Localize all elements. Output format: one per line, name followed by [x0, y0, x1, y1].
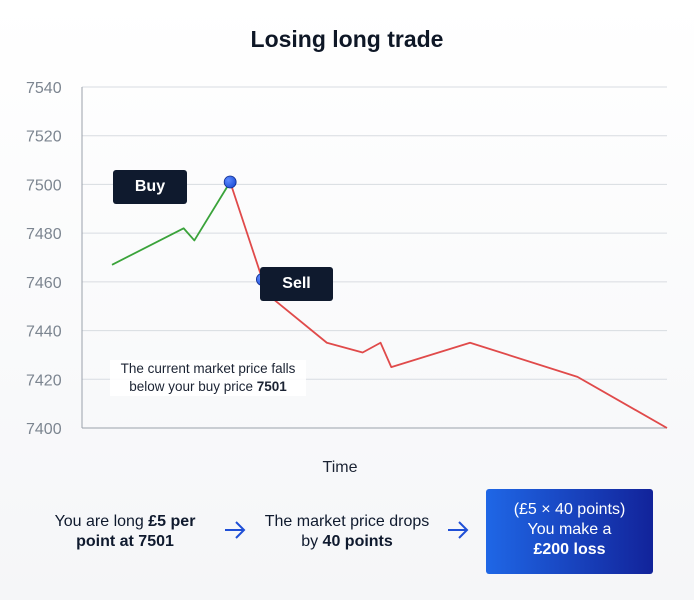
result-loss: £200 loss — [486, 540, 653, 560]
y-tick-label: 7500 — [26, 177, 62, 194]
y-tick-label: 7520 — [26, 129, 62, 146]
arrow-right-icon — [448, 521, 469, 539]
y-tick-label: 7420 — [26, 372, 62, 389]
y-tick-label: 7460 — [26, 275, 62, 292]
result-loss-value: £200 loss — [533, 541, 606, 558]
step-price-drop-value: 40 points — [322, 533, 393, 550]
annotation-text: The current market price falls below you… — [120, 361, 296, 394]
step-position-value: £5 per point at 7501 — [76, 513, 196, 550]
buy-point — [223, 175, 237, 189]
step-position: You are long £5 per point at 7501 — [40, 512, 210, 552]
y-tick-labels: 7540 7520 7500 7480 7460 7440 7420 7400 — [26, 80, 62, 438]
chart-title: Losing long trade — [250, 26, 444, 52]
y-tick-label: 7440 — [26, 324, 62, 341]
step-price-drop-text: The market price drops by — [264, 513, 430, 550]
sell-label: Sell — [260, 267, 333, 301]
arrow-right-icon — [225, 521, 246, 539]
y-tick-label: 7480 — [26, 226, 62, 243]
chart-annotation: The current market price falls below you… — [110, 360, 306, 396]
series-line-rising — [111, 181, 231, 266]
result-calculation: (£5 × 40 points) — [513, 501, 626, 518]
y-tick-label: 7400 — [26, 421, 62, 438]
y-tick-label: 7540 — [26, 80, 62, 97]
annotation-buy-price: 7501 — [256, 379, 287, 394]
step-price-drop: The market price drops by 40 points — [262, 512, 432, 552]
result-box: (£5 × 40 points) You make a £200 loss — [486, 489, 653, 574]
x-axis-label: Time — [323, 459, 358, 476]
step-position-text: You are long — [54, 513, 149, 530]
result-text: You make a — [527, 521, 612, 538]
buy-label: Buy — [113, 170, 187, 204]
